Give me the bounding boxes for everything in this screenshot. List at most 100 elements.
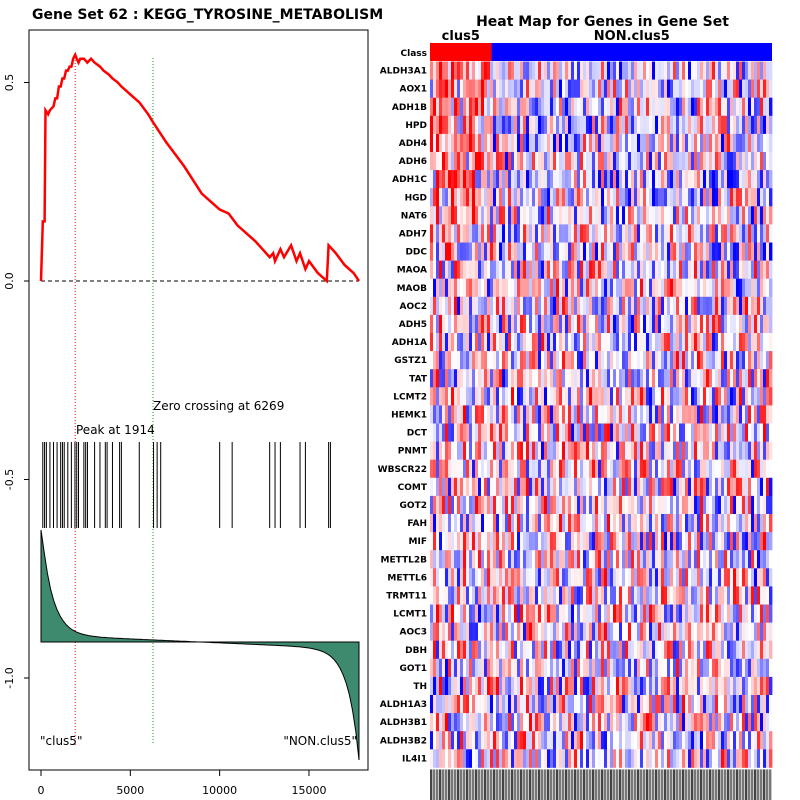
heatmap-cell	[484, 749, 488, 768]
heatmap-cell	[613, 115, 617, 135]
heatmap-cell	[475, 224, 479, 243]
heatmap-cell	[469, 115, 473, 135]
heatmap-cell	[502, 188, 506, 207]
heatmap-cell	[598, 133, 602, 153]
heatmap-cell	[454, 713, 458, 732]
heatmap-cell	[637, 333, 641, 352]
heatmap-cell	[736, 495, 740, 515]
heatmap-cell	[637, 550, 641, 569]
heatmap-cell	[616, 133, 620, 153]
heatmap-cell	[628, 79, 632, 99]
heatmap-cell	[769, 477, 773, 497]
heatmap-cell	[742, 658, 746, 678]
heatmap-cell	[562, 423, 566, 442]
heatmap-cell	[478, 550, 482, 569]
heatmap-cell	[733, 133, 737, 153]
heatmap-cell	[553, 441, 557, 461]
heatmap-cell	[436, 514, 440, 533]
heatmap-cell	[502, 206, 506, 225]
heatmap-cell	[505, 749, 509, 768]
heatmap-cell	[559, 550, 563, 569]
heatmap-cell	[619, 423, 623, 442]
sample-label	[682, 769, 685, 800]
heatmap-cell	[598, 97, 602, 117]
heatmap-cell	[751, 115, 755, 135]
heatmap-cell	[757, 477, 761, 497]
heatmap-cell	[715, 97, 719, 117]
heatmap-cell	[640, 604, 644, 623]
sample-label	[586, 769, 589, 800]
heatmap-cell	[730, 278, 734, 298]
heatmap-cell	[511, 242, 515, 261]
heatmap-cell	[628, 61, 632, 80]
heatmap-cell	[517, 79, 521, 99]
heatmap-cell	[589, 568, 593, 587]
heatmap-cell	[616, 640, 620, 660]
heatmap-cell	[613, 695, 617, 714]
heatmap-cell	[433, 568, 437, 587]
heatmap-cell	[523, 278, 527, 298]
heatmap-cell	[700, 731, 704, 750]
heatmap-cell	[742, 423, 746, 442]
heatmap-cell	[616, 676, 620, 696]
heatmap-cell	[586, 586, 590, 605]
heatmap-cell	[649, 550, 653, 569]
heatmap-cell	[520, 731, 524, 750]
heatmap-cell	[457, 658, 461, 678]
heatmap-cell	[769, 133, 773, 153]
heatmap-cell	[505, 532, 509, 551]
heatmap-cell	[715, 278, 719, 298]
heatmap-cell	[763, 568, 767, 587]
heatmap-cell	[616, 604, 620, 623]
heatmap-cell	[643, 260, 647, 280]
heatmap-cell	[526, 514, 530, 533]
heatmap-cell	[583, 622, 587, 642]
heatmap-cell	[562, 260, 566, 280]
heatmap-cell	[673, 278, 677, 298]
heatmap-cell	[766, 550, 770, 569]
heatmap-cell	[628, 242, 632, 261]
heatmap-cell	[667, 749, 671, 768]
heatmap-cell	[709, 242, 713, 261]
heatmap-cell	[754, 296, 758, 316]
heatmap-cell	[646, 79, 650, 99]
heatmap-cell	[739, 749, 743, 768]
heatmap-cell	[640, 170, 644, 189]
heatmap-cell	[754, 731, 758, 750]
heatmap-cell	[733, 749, 737, 768]
heatmap-cell	[571, 351, 575, 370]
heatmap-cell	[724, 477, 728, 497]
heatmap-cell	[670, 314, 674, 334]
heatmap-cell	[487, 115, 491, 135]
heatmap-cell	[433, 713, 437, 732]
heatmap-cell	[559, 369, 563, 388]
heatmap-cell	[694, 676, 698, 696]
heatmap-cell	[682, 586, 686, 605]
heatmap-cell	[640, 79, 644, 99]
heatmap-cell	[592, 604, 596, 623]
heatmap-cell	[649, 640, 653, 660]
heatmap-cell	[457, 532, 461, 551]
heatmap-cell	[433, 314, 437, 334]
heatmap-cell	[622, 568, 626, 587]
heatmap-cell	[592, 242, 596, 261]
heatmap-cell	[658, 676, 662, 696]
heatmap-cell	[754, 423, 758, 442]
heatmap-cell	[679, 550, 683, 569]
heatmap-cell	[769, 369, 773, 388]
heatmap-cell	[457, 477, 461, 497]
heatmap-cell	[751, 314, 755, 334]
heatmap-cell	[664, 586, 668, 605]
heatmap-cell	[637, 79, 641, 99]
heatmap-cell	[544, 676, 548, 696]
heatmap-cell	[541, 532, 545, 551]
heatmap-cell	[430, 713, 434, 732]
heatmap-cell	[559, 695, 563, 714]
heatmap-cell	[514, 314, 518, 334]
heatmap-cell	[517, 423, 521, 442]
heatmap-cell	[502, 170, 506, 189]
heatmap-cell	[496, 550, 500, 569]
heatmap-cell	[448, 495, 452, 515]
heatmap-cell	[709, 749, 713, 768]
heatmap-cell	[718, 749, 722, 768]
